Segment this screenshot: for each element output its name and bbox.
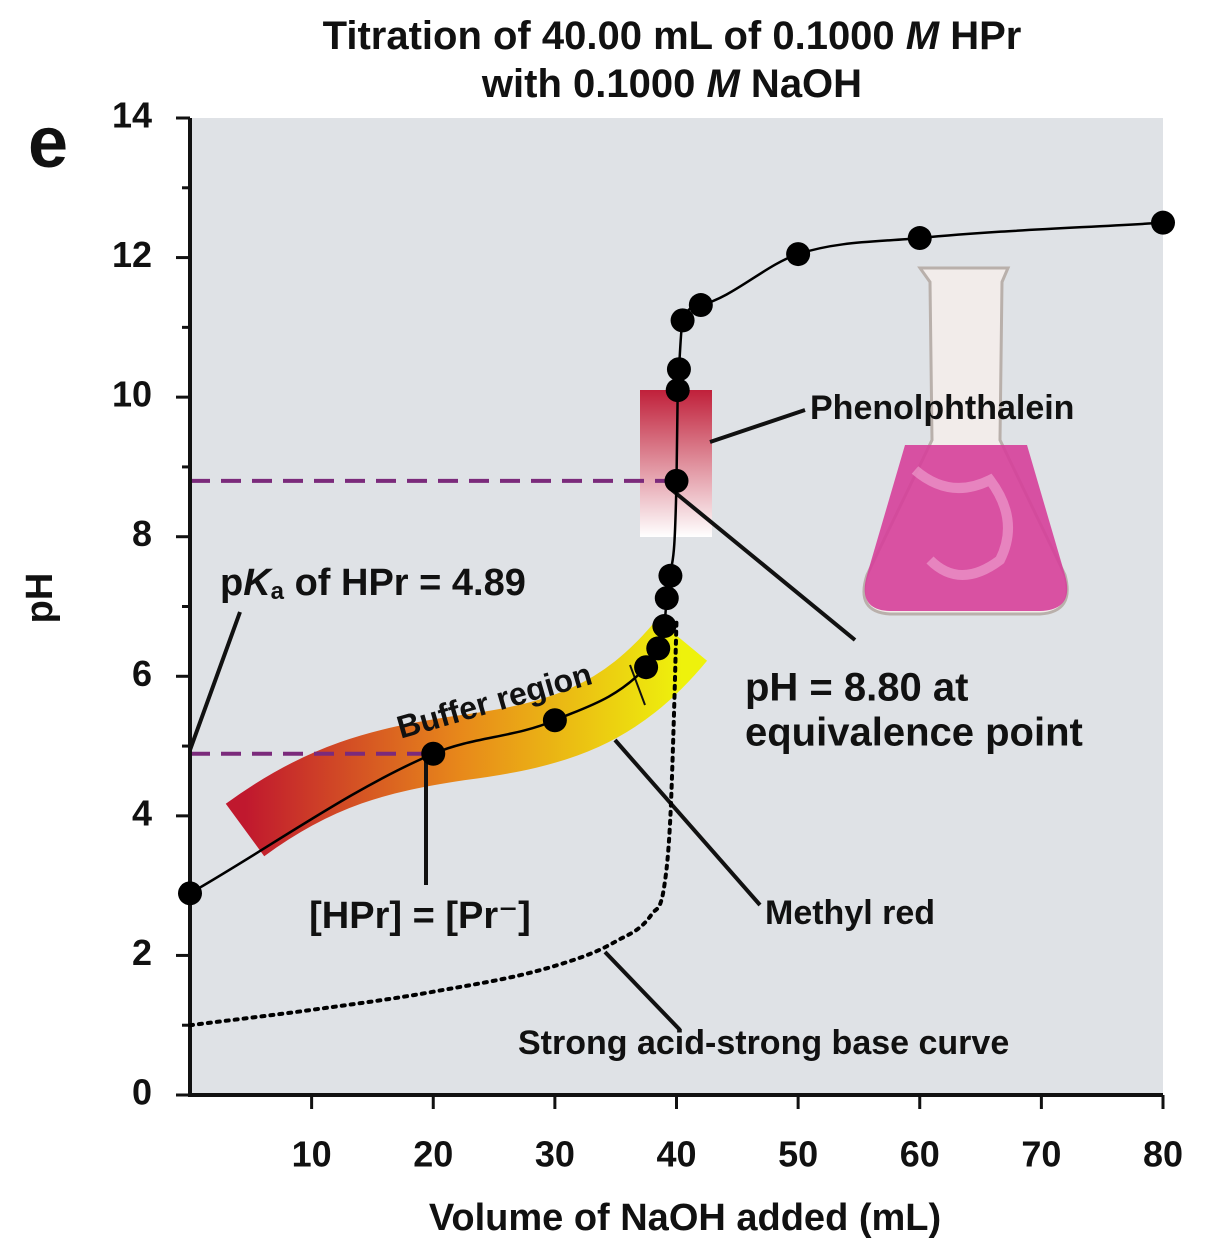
data-point [421,741,446,766]
x-tick-label: 80 [1143,1134,1183,1175]
y-tick-label: 2 [132,932,152,973]
y-tick-label: 8 [132,513,152,554]
data-point [634,655,659,680]
leaders [188,408,857,1032]
chart-title: with 0.1000 M NaOH [481,62,862,106]
flask [862,266,1069,616]
annotation: Methyl red [765,894,935,932]
data-point [1151,210,1175,235]
y-tick-label: 14 [112,95,152,136]
data-point [542,708,567,733]
x-tick-label: 20 [413,1134,453,1175]
annotation: [HPr] = [Pr⁻] [309,895,531,937]
x-tick-label: 70 [1021,1134,1061,1175]
data-point [652,614,677,639]
y-tick-label: 6 [132,653,152,694]
chart-title: Titration of 40.00 mL of 0.1000 M HPr [323,14,1022,58]
data-point [658,563,683,588]
y-tick-label: 4 [132,792,152,833]
annotation: Phenolphthalein [810,389,1074,427]
x-tick-label: 50 [778,1134,818,1175]
data-point [666,357,691,382]
data-point [664,468,689,493]
data-point [646,636,671,661]
annotation: pH = 8.80 at [745,666,968,710]
annotation: equivalence point [745,711,1083,755]
methyl-red-range [225,618,708,857]
data-point [654,586,679,611]
y-tick-label: 10 [112,374,152,415]
data-point [178,881,202,906]
panel-label: e [28,103,68,183]
series-line [188,618,679,1028]
data-point [907,226,932,251]
x-axis-label: Volume of NaOH added (mL) [429,1197,941,1239]
y-tick-label: 0 [132,1072,152,1113]
x-tick-label: 10 [292,1134,332,1175]
data-point [665,378,690,403]
data-point [670,308,695,333]
annotation: Strong acid-strong base curve [518,1024,1009,1062]
data-point [786,242,811,267]
y-axis-label: pH [19,573,61,624]
x-tick-label: 30 [535,1134,575,1175]
y-tick-label: 12 [112,234,152,275]
data-point [688,293,713,318]
annotation: pKa of HPr = 4.89 [220,562,526,605]
x-tick-label: 60 [900,1134,940,1175]
x-tick-label: 40 [656,1134,696,1175]
